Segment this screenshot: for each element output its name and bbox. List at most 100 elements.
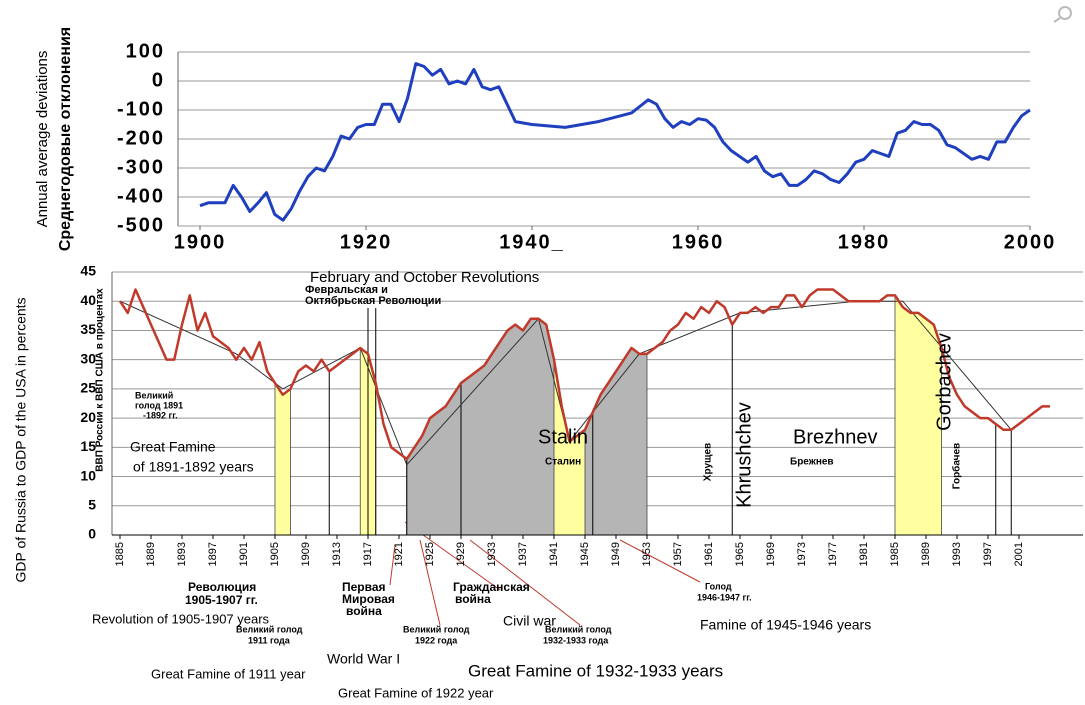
shaded-area: [406, 318, 648, 536]
x-tick-label: 1941: [548, 542, 560, 566]
y-axis-label: Среднегодовые отклонения: [57, 27, 74, 251]
annotation: Великий голод: [236, 624, 303, 634]
annotation: -1892 гг.: [143, 410, 178, 420]
annotation: Civil war: [503, 613, 556, 629]
y-tick-label: 100: [126, 40, 165, 62]
y-tick-label: 45: [80, 263, 96, 279]
annotation: 1932-1933 года: [543, 635, 609, 645]
y-axis-label: GDP of Russia to GDP of the USA in perce…: [13, 297, 29, 582]
pointer-lines: [389, 521, 701, 626]
x-tick-label: 1920: [340, 231, 393, 253]
x-tick-label: 1997: [982, 542, 994, 566]
x-tick-label: 1985: [889, 542, 901, 566]
annotation: война: [455, 592, 491, 606]
x-tick-label: 1977: [827, 542, 839, 566]
annotation: Февральская и: [305, 284, 388, 296]
y-tick-label: 25: [80, 380, 96, 396]
x-tick-label: 1957: [672, 542, 684, 566]
y-tick-label: -300: [117, 156, 165, 178]
y-tick-label: 15: [80, 438, 96, 454]
annotation: Famine of 1945-1946 years: [700, 617, 871, 633]
y-tick-label: 0: [152, 69, 165, 91]
y-tick-label: -100: [117, 98, 165, 120]
period-highlight: [274, 381, 291, 536]
annotation: Great Famine: [130, 439, 216, 455]
x-tick-label: 1949: [610, 542, 622, 566]
x-tick-label: 1885: [114, 542, 126, 566]
y-axis-label: Annual average deviations: [34, 51, 51, 228]
x-tick-label: 1900: [174, 231, 227, 253]
annotation: February and October Revolutions: [310, 269, 539, 286]
x-tick-label: 1929: [455, 542, 467, 566]
annotation: 1922 года: [415, 635, 458, 645]
annotation: Brezhnev: [793, 426, 878, 448]
annotation: голод 1891: [135, 400, 183, 410]
annotation: Great Famine of 1922 year: [338, 685, 494, 700]
x-tick-label: 1993: [951, 542, 963, 566]
annotation: Горбачев: [951, 443, 963, 489]
x-tick-label: 1960: [672, 231, 725, 253]
x-tick-label: 1940_: [499, 231, 565, 253]
y-tick-label: 20: [80, 409, 96, 425]
annotation: Great Famine of 1932-1933 years: [468, 661, 723, 680]
annotation: Stalin: [538, 426, 588, 448]
annotation: of 1891-1892 years: [133, 459, 254, 475]
annotation: World War I: [327, 651, 400, 667]
x-tick-label: 1913: [331, 542, 343, 566]
x-tick-label: 1989: [920, 542, 932, 566]
x-tick-label: 2000: [1004, 231, 1057, 253]
annotation: Брежнев: [790, 457, 834, 468]
y-tick-label: 30: [80, 350, 96, 366]
x-tick-label: 1897: [207, 542, 219, 566]
annotation: Голод: [705, 581, 732, 591]
y-tick-label: 40: [80, 292, 96, 308]
x-tick-label: 1909: [300, 542, 312, 566]
annotation: 1946-1947 гг.: [697, 592, 752, 602]
x-tick-label: 1933: [486, 542, 498, 566]
annotation: Первая: [342, 580, 386, 594]
y-tick-label: -200: [117, 127, 165, 149]
annotation: Сталин: [545, 457, 581, 468]
annotation: война: [346, 604, 382, 618]
y-tick-label: 5: [88, 496, 96, 512]
y-tick-label: -500: [117, 214, 165, 236]
annotation: Revolution of 1905-1907 years: [92, 611, 270, 626]
x-tick-label: 2001: [1013, 542, 1025, 566]
y-tick-label: -400: [117, 185, 165, 207]
data-line: [199, 62, 1031, 222]
annotation: Великий голод: [403, 624, 470, 634]
x-tick-label: 1901: [238, 542, 250, 566]
y-tick-label: 35: [80, 321, 96, 337]
x-tick-label: 1973: [796, 542, 808, 566]
x-tick-label: 1965: [734, 542, 746, 566]
x-tick-label: 1945: [579, 542, 591, 566]
y-tick-label: 10: [80, 467, 96, 483]
annotation: Gorbachev: [933, 333, 955, 431]
y-tick-label: 0: [88, 526, 96, 542]
y-axis-label: ВВП России к ВВП США в процентах: [95, 288, 106, 472]
x-tick-label: 1921: [393, 542, 405, 566]
x-tick-label: 1969: [765, 542, 777, 566]
x-tick-label: 1961: [703, 542, 715, 566]
x-tick-label: 1953: [641, 542, 653, 566]
search-icon: [1053, 6, 1072, 23]
annotation: Khrushchev: [733, 402, 755, 508]
annotation: Хрущев: [703, 443, 714, 481]
annotation: Гражданская: [453, 580, 530, 594]
x-tick-label: 1925: [424, 542, 436, 566]
x-tick-label: 1981: [858, 542, 870, 566]
annotation: Великий: [135, 390, 173, 400]
data-line: [118, 288, 1050, 461]
annotation: Великий голод: [545, 624, 612, 634]
x-tick-label: 1917: [362, 542, 374, 566]
x-tick-label: 1889: [145, 542, 157, 566]
x-tick-label: 1893: [176, 542, 188, 566]
annotation: Октябрьская Революции: [305, 295, 441, 307]
annotation: Революция: [188, 580, 256, 594]
x-tick-label: 1980: [838, 231, 891, 253]
annotation: 1905-1907 гг.: [185, 593, 258, 607]
annotation: Мировая: [342, 592, 395, 606]
x-tick-label: 1937: [517, 542, 529, 566]
annotation: 1911 года: [248, 635, 291, 645]
